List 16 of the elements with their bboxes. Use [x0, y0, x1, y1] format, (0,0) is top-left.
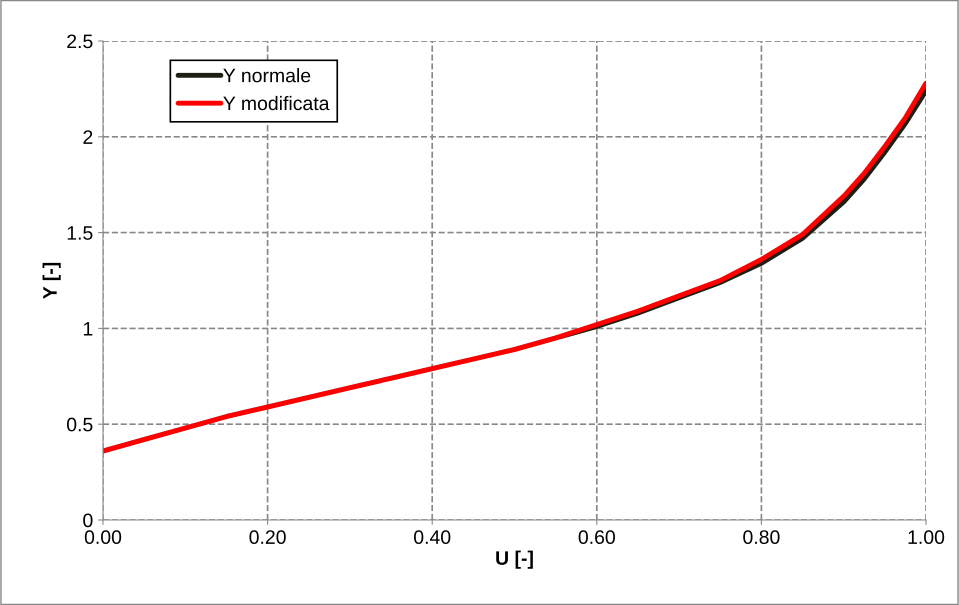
y-tick-label: 2.5 [67, 34, 92, 48]
x-tick-label: 0.40 [414, 530, 450, 544]
y-tick-label: 0.5 [67, 418, 92, 432]
y-axis-title: Y [-] [42, 262, 61, 299]
x-tick-label: 0.80 [743, 530, 780, 544]
x-tick-label: 0.60 [578, 530, 615, 544]
x-tick-label: 1.00 [908, 530, 944, 544]
y-tick-label: 1 [84, 322, 92, 336]
legend-label: Y modificata [223, 96, 330, 110]
y-tick-label: 2 [83, 130, 92, 144]
y-tick-label: 0 [83, 513, 93, 528]
x-tick-label: 0.00 [84, 530, 122, 544]
legend-label: Y normale [223, 68, 310, 82]
x-tick-label: 0.20 [249, 530, 286, 544]
x-axis-title: U [-] [496, 550, 533, 569]
y-tick-label: 1.5 [68, 226, 92, 240]
